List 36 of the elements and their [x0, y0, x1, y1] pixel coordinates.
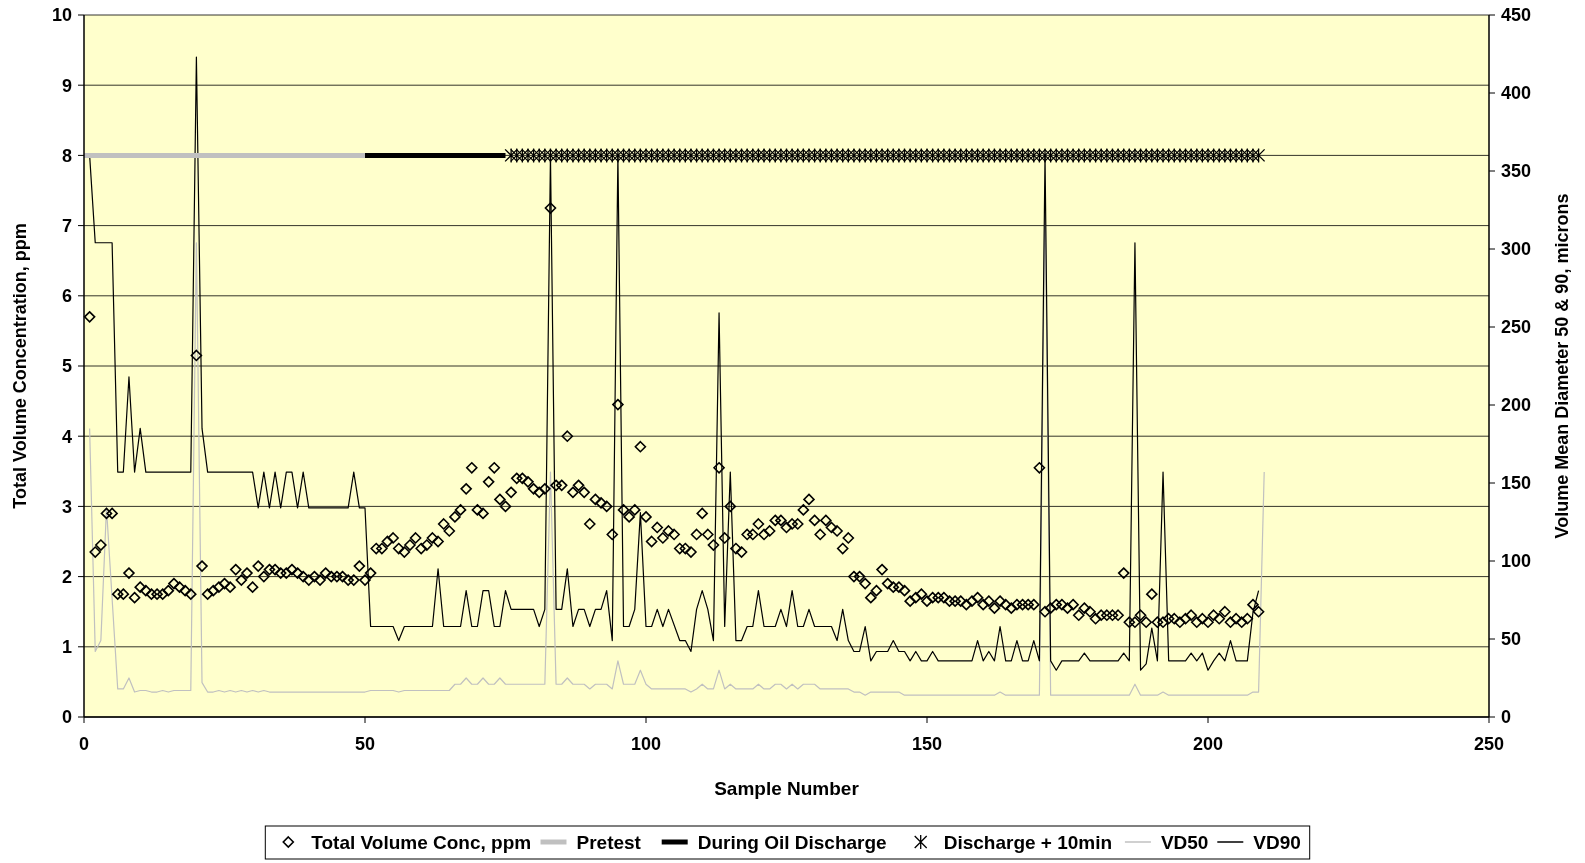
y2-tick-label: 350 — [1501, 161, 1532, 182]
y-tick-label: 8 — [61, 145, 72, 166]
y-tick-label: 10 — [51, 5, 72, 26]
x-axis-title: Sample Number — [714, 778, 860, 799]
y-tick-label: 3 — [61, 496, 72, 517]
legend-label: Pretest — [576, 831, 642, 853]
y-tick-label: 5 — [61, 356, 72, 377]
y2-tick-label: 0 — [1501, 707, 1512, 728]
legend-label: Total Volume Conc, ppm — [311, 831, 532, 853]
y2-tick-label: 450 — [1501, 5, 1532, 26]
y-tick-label: 1 — [61, 637, 72, 658]
y2-tick-label: 200 — [1501, 395, 1532, 416]
y2-axis-title: Volume Mean Diameter 50 & 90, microns — [1552, 193, 1572, 539]
y2-tick-label: 250 — [1501, 317, 1532, 338]
x-tick-label: 0 — [78, 734, 90, 754]
y-tick-label: 4 — [61, 426, 72, 447]
legend-label: During Oil Discharge — [697, 831, 887, 853]
y-tick-label: 6 — [61, 286, 72, 307]
y-tick-label: 2 — [61, 566, 72, 587]
y2-tick-label: 300 — [1501, 239, 1532, 260]
y2-tick-label: 400 — [1501, 83, 1532, 104]
y-tick-label: 9 — [61, 75, 72, 96]
x-tick-label: 100 — [630, 734, 662, 754]
x-tick-label: 50 — [354, 734, 376, 754]
x-tick-label: 150 — [911, 734, 943, 754]
legend-label: VD50 — [1160, 831, 1209, 853]
y-axis-title: Total Volume Concentration, ppm — [10, 223, 30, 509]
y2-tick-label: 100 — [1501, 551, 1532, 572]
legend-label: Discharge + 10min — [943, 831, 1113, 853]
y2-tick-label: 150 — [1501, 473, 1532, 494]
y-tick-label: 0 — [61, 707, 72, 728]
x-tick-label: 250 — [1473, 734, 1505, 754]
y2-tick-label: 50 — [1501, 629, 1522, 650]
x-tick-label: 200 — [1192, 734, 1224, 754]
legend-label: VD90 — [1253, 831, 1301, 853]
y-tick-label: 7 — [61, 215, 72, 236]
